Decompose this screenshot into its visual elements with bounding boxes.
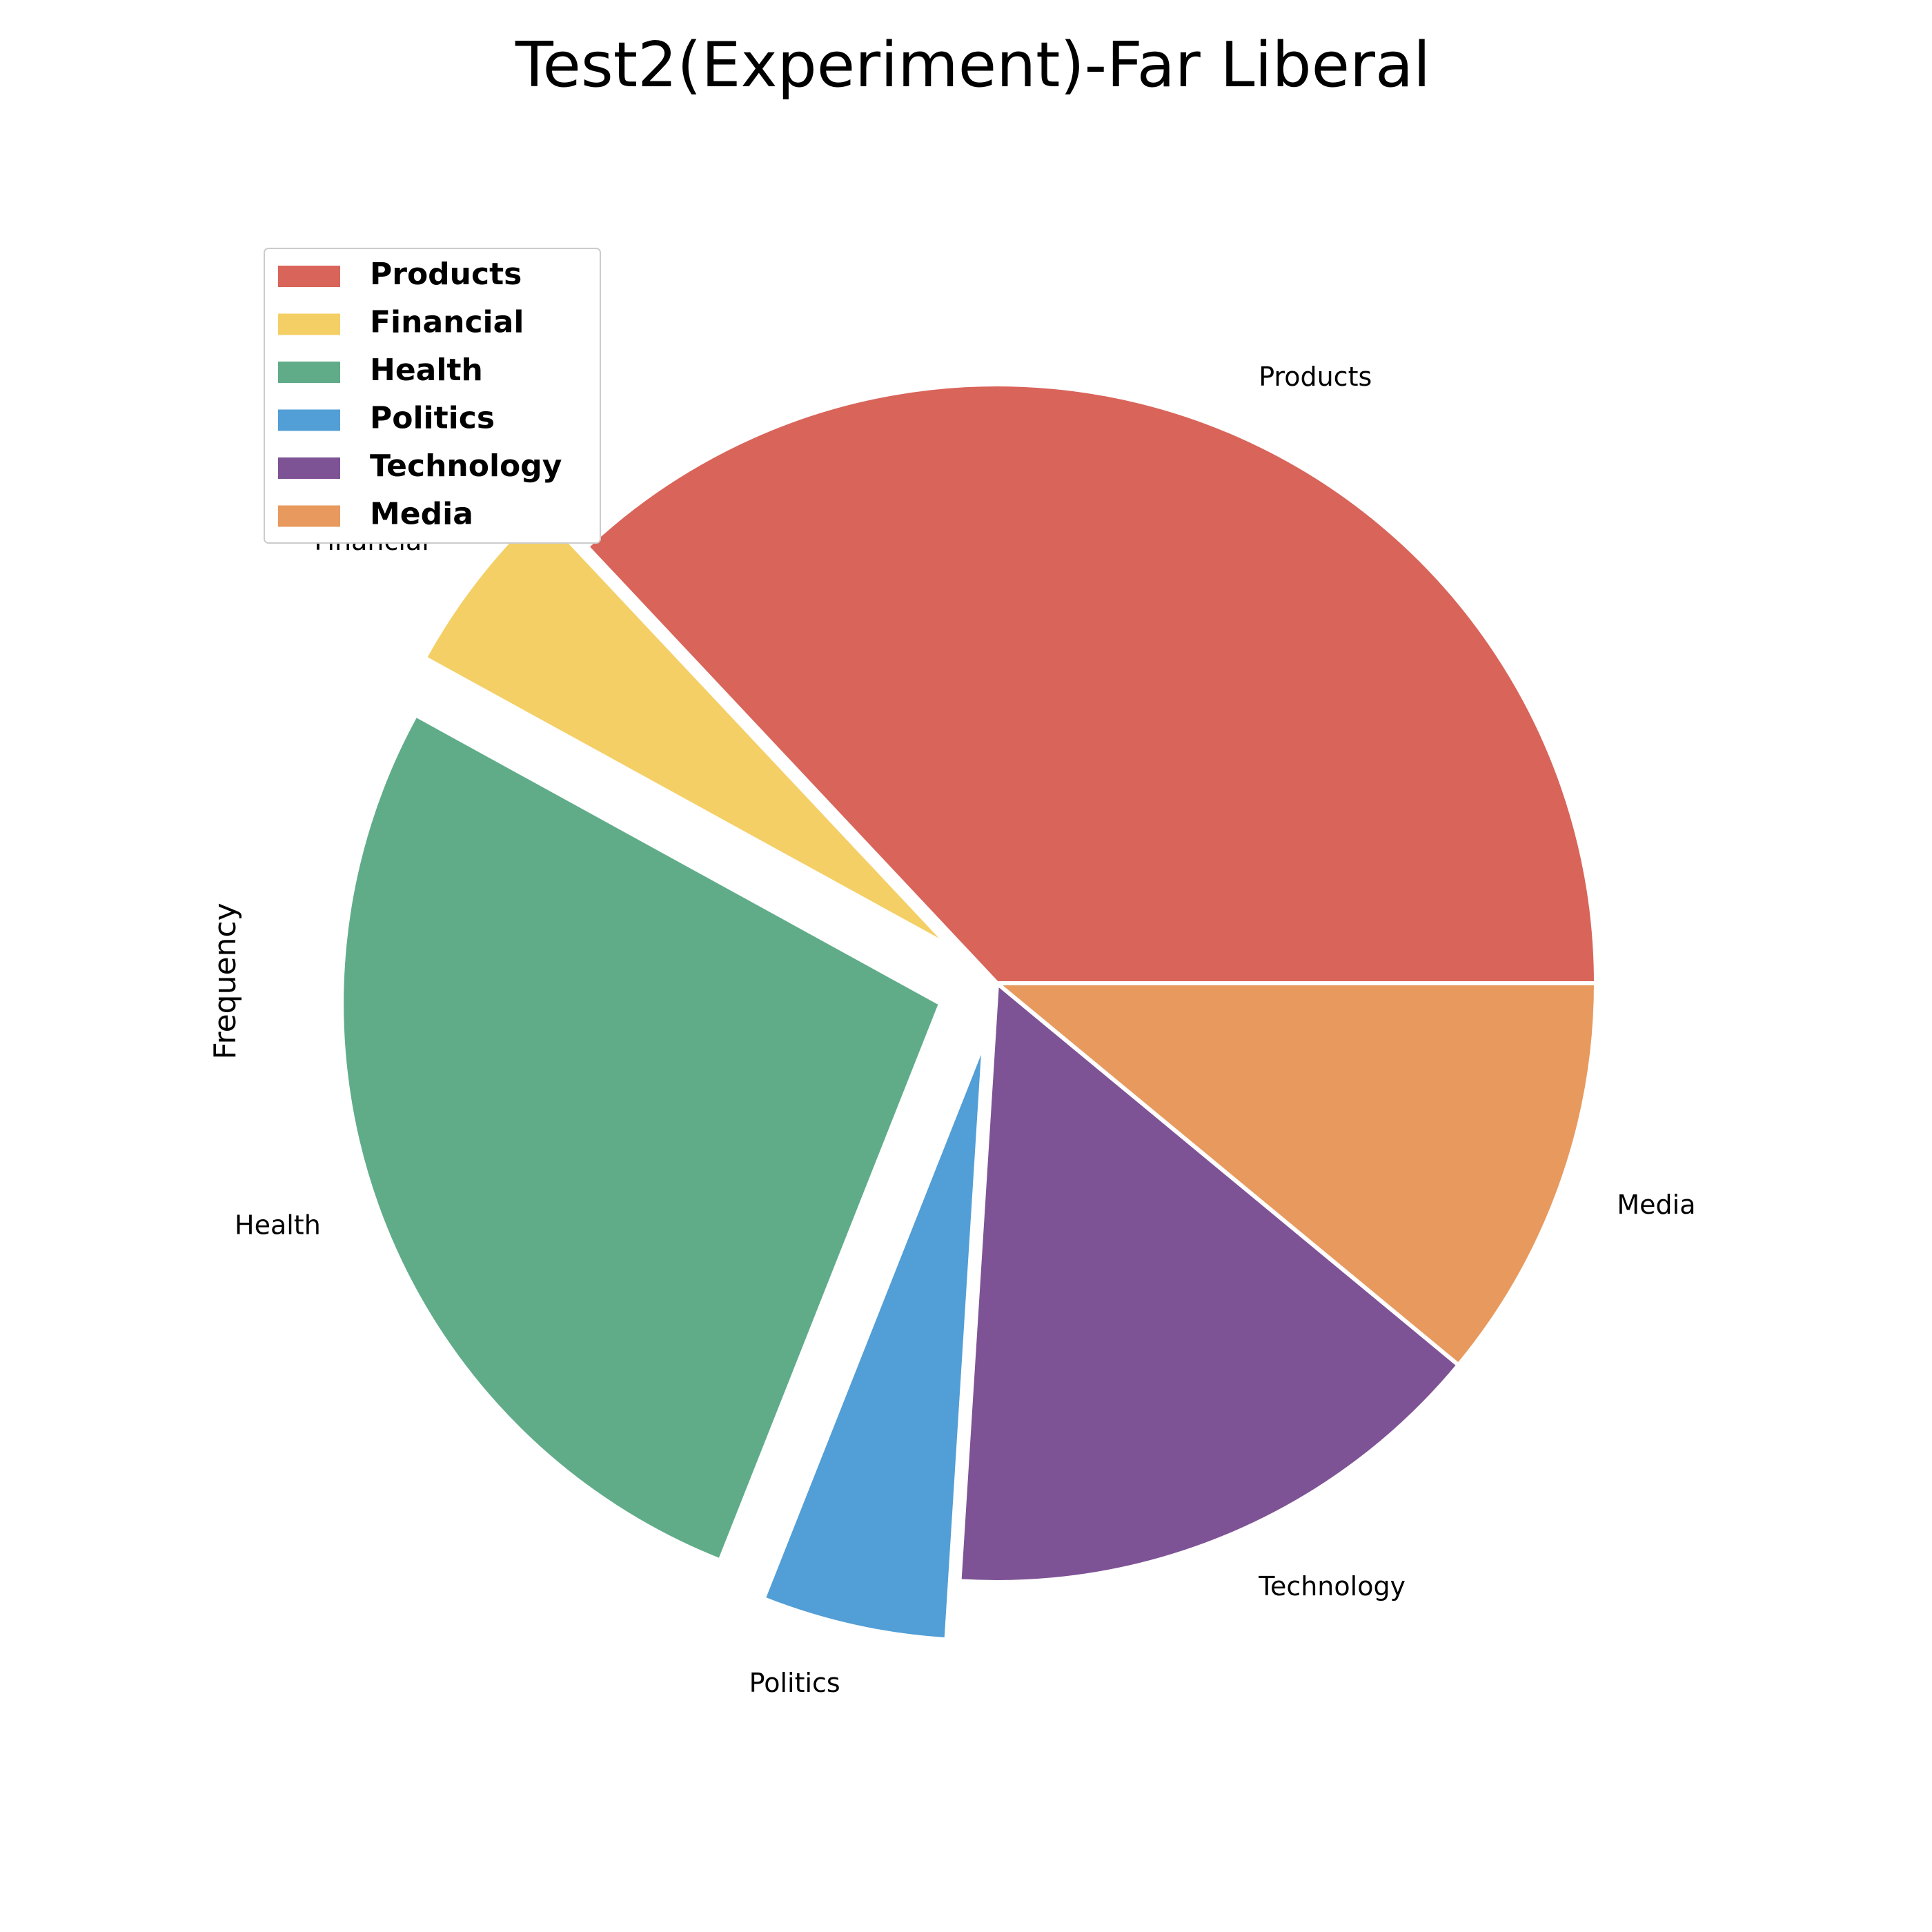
legend-swatch-products [278, 266, 340, 287]
pie-slice-products [584, 382, 1598, 985]
y-axis-label: Frequency [208, 903, 243, 1059]
legend-frame [264, 248, 601, 544]
legend-swatch-financial [278, 313, 340, 335]
slice-label-products: Products [1259, 362, 1372, 392]
legend-label-health: Health [370, 353, 483, 388]
slice-label-health: Health [235, 1210, 321, 1240]
slice-label-technology: Technology [1258, 1571, 1406, 1601]
legend-swatch-media [278, 505, 340, 527]
legend-label-politics: Politics [370, 401, 495, 436]
legend: Products Financial Health Politics Technolog… [264, 248, 601, 544]
pie-slice-media [995, 981, 1598, 1368]
chart-title: Test2(Experiment)-Far Liberal [515, 29, 1430, 101]
slice-label-media: Media [1617, 1190, 1695, 1220]
legend-label-technology: Technology [370, 448, 562, 484]
legend-swatch-technology [278, 457, 340, 479]
pie-slice-politics [761, 1039, 987, 1642]
legend-label-financial: Financial [370, 305, 524, 340]
legend-swatch-health [278, 362, 340, 383]
slice-label-politics: Politics [749, 1668, 840, 1698]
legend-label-media: Media [370, 497, 473, 532]
legend-swatch-politics [278, 409, 340, 431]
pie-slices [339, 382, 1598, 1642]
pie-slice-technology [957, 981, 1461, 1584]
pie-slice-health [339, 713, 943, 1563]
legend-label-products: Products [370, 257, 522, 292]
